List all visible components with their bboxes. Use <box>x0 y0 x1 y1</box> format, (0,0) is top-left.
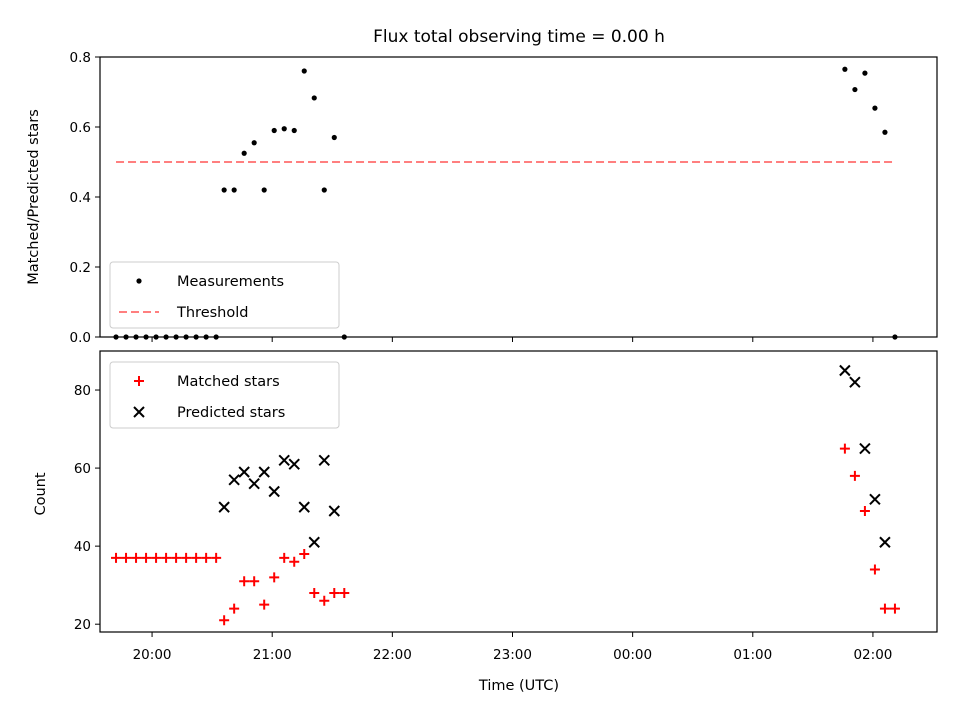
matched-stars-point <box>121 552 132 563</box>
matched-stars-point <box>309 587 320 598</box>
measurements-point <box>231 187 237 193</box>
top-panel: 0.0 0.2 0.4 0.6 0.8 Measurements Threshold <box>70 50 938 346</box>
measurements-point <box>271 127 277 134</box>
matched-stars-point <box>889 603 900 614</box>
matched-stars-point <box>319 595 330 606</box>
predicted-stars-point <box>859 442 871 455</box>
measurements-point <box>241 150 247 156</box>
predicted-stars-point <box>318 454 330 466</box>
predicted-stars-point <box>849 376 861 388</box>
predicted-stars-point <box>308 536 320 548</box>
chart-title: Flux total observing time = 0.00 h <box>373 27 665 47</box>
matched-stars-point <box>131 552 142 563</box>
measurements-point <box>321 187 327 193</box>
matched-stars-point <box>239 576 250 587</box>
matched-stars-point <box>141 552 152 563</box>
matched-stars-point <box>879 603 890 614</box>
predicted-stars-point <box>328 505 340 517</box>
matched-stars-point <box>229 603 240 614</box>
measurements-point <box>872 105 878 111</box>
matched-stars-point <box>839 443 850 454</box>
matched-stars-point <box>219 615 230 626</box>
y-tick-label: 0.2 <box>70 260 91 276</box>
predicted-stars-point <box>869 493 881 506</box>
matched-stars-point <box>299 548 310 559</box>
predicted-stars-point <box>879 536 891 548</box>
matched-stars-point <box>259 599 270 610</box>
top-ylabel: Matched/Predicted stars <box>26 109 42 285</box>
x-tick-label: 02:00 <box>853 647 892 663</box>
measurements-point <box>281 126 287 132</box>
measurements-point <box>311 95 317 101</box>
matched-stars-point <box>211 552 222 563</box>
matched-stars-point <box>859 506 870 517</box>
measurements-point <box>291 127 297 134</box>
predicted-stars-point <box>288 458 300 470</box>
matched-stars-point <box>151 552 162 563</box>
legend-box <box>109 361 340 429</box>
measurements-point <box>862 70 868 76</box>
matched-stars-point <box>201 552 212 563</box>
y-tick-label: 0.8 <box>70 50 91 66</box>
y-tick-label: 40 <box>74 539 91 555</box>
y-tick-label: 0.6 <box>70 120 91 136</box>
measurements-point <box>842 66 848 72</box>
y-tick-label: 20 <box>74 617 91 633</box>
x-tick-label: 20:00 <box>133 647 172 663</box>
predicted-stars-point <box>298 501 310 513</box>
matched-stars-point <box>289 556 300 567</box>
matched-stars-point <box>339 587 350 598</box>
predicted-stars-point <box>218 501 230 513</box>
y-tick-label: 80 <box>74 383 91 399</box>
matched-stars-point <box>111 552 122 563</box>
matched-stars-point <box>269 572 280 583</box>
measurements-point <box>882 129 888 135</box>
matched-stars-point <box>249 576 260 587</box>
legend-matched-stars-swatch <box>134 376 144 386</box>
predicted-stars-point <box>268 485 280 498</box>
matched-stars-point <box>161 552 172 563</box>
matched-stars-point <box>849 470 860 481</box>
measurements-point <box>301 68 307 74</box>
plot-frame <box>99 350 938 633</box>
predicted-stars-point <box>839 364 851 377</box>
legend-predicted-stars-swatch <box>133 406 145 418</box>
matched-stars-point <box>869 564 880 575</box>
bottom-ylabel: Count <box>33 472 49 515</box>
matched-stars-point <box>181 552 192 563</box>
legend-label: Matched stars <box>177 374 280 390</box>
measurements-point <box>852 86 858 93</box>
bottom-panel: 20 40 60 80 20:00 21:00 22:00 23:00 00:00 01:00 02… <box>74 350 938 663</box>
y-tick-label: 60 <box>74 461 91 477</box>
bottom-xlabel: Time (UTC) <box>478 678 559 694</box>
predicted-stars-point <box>278 454 290 466</box>
x-tick-label: 01:00 <box>733 647 772 663</box>
y-tick-label: 0.0 <box>70 330 91 346</box>
y-tick-label: 0.4 <box>70 190 91 206</box>
x-tick-label: 21:00 <box>253 647 292 663</box>
predicted-stars-point <box>238 466 250 478</box>
matched-stars-point <box>329 587 340 598</box>
measurements-point <box>221 187 227 193</box>
predicted-stars-point <box>258 466 270 478</box>
predicted-stars-point <box>228 474 240 486</box>
legend-label: Threshold <box>176 305 248 321</box>
measurements-point <box>261 187 267 193</box>
legend-box <box>109 261 340 329</box>
x-tick-label: 23:00 <box>493 647 532 663</box>
legend-label: Predicted stars <box>177 405 285 421</box>
matched-stars-point <box>279 552 290 563</box>
legend-measurements-swatch <box>136 278 142 284</box>
predicted-stars-point <box>248 477 260 490</box>
x-tick-label: 00:00 <box>613 647 652 663</box>
legend-label: Measurements <box>177 274 284 290</box>
measurements-point <box>251 140 257 146</box>
x-tick-label: 22:00 <box>373 647 412 663</box>
matched-stars-point <box>171 552 182 563</box>
matched-stars-point <box>191 552 202 563</box>
measurements-point <box>331 134 337 141</box>
